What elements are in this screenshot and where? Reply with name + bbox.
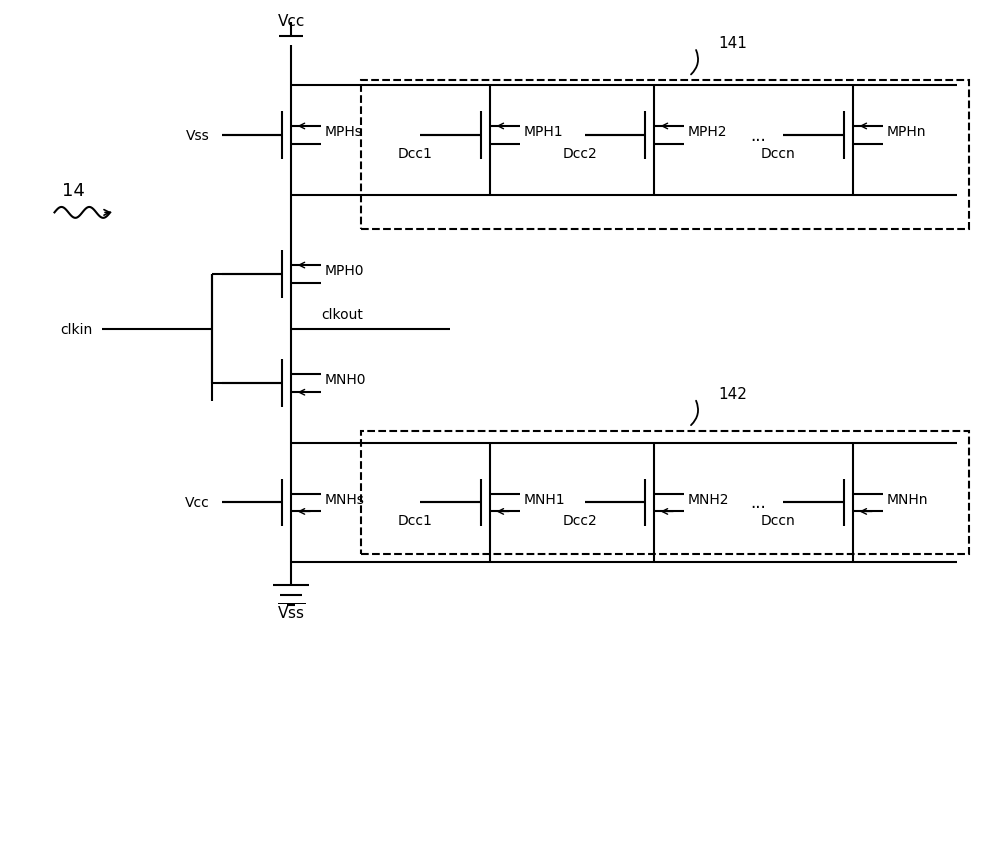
Text: Dcc2: Dcc2	[562, 147, 597, 160]
Text: Dcc2: Dcc2	[562, 514, 597, 528]
Text: $\overline{\mathrm{Vss}}$: $\overline{\mathrm{Vss}}$	[277, 602, 305, 622]
Text: Dcc1: Dcc1	[398, 514, 433, 528]
Text: MNHn: MNHn	[887, 492, 928, 506]
Text: MPHs: MPHs	[325, 125, 363, 139]
Text: MPH1: MPH1	[524, 125, 563, 139]
Text: MPH0: MPH0	[325, 264, 364, 278]
Text: MNH1: MNH1	[524, 492, 565, 506]
Text: MNH2: MNH2	[688, 492, 729, 506]
Text: Dcc1: Dcc1	[398, 147, 433, 160]
Text: Vcc: Vcc	[277, 15, 305, 29]
Text: ...: ...	[751, 127, 766, 145]
Text: MNH0: MNH0	[325, 373, 366, 387]
Text: clkin: clkin	[60, 322, 92, 336]
Text: 14: 14	[62, 182, 85, 200]
Text: ...: ...	[751, 494, 766, 512]
Text: MPH2: MPH2	[688, 125, 727, 139]
Text: clkout: clkout	[321, 307, 363, 322]
Text: MPHn: MPHn	[887, 125, 926, 139]
Text: Dccn: Dccn	[761, 147, 796, 160]
Text: 141: 141	[719, 36, 748, 51]
Text: Vcc: Vcc	[185, 496, 210, 510]
Text: MNHs: MNHs	[325, 492, 365, 506]
Text: Vss: Vss	[186, 129, 210, 142]
Text: 142: 142	[719, 386, 748, 401]
Text: Dccn: Dccn	[761, 514, 796, 528]
